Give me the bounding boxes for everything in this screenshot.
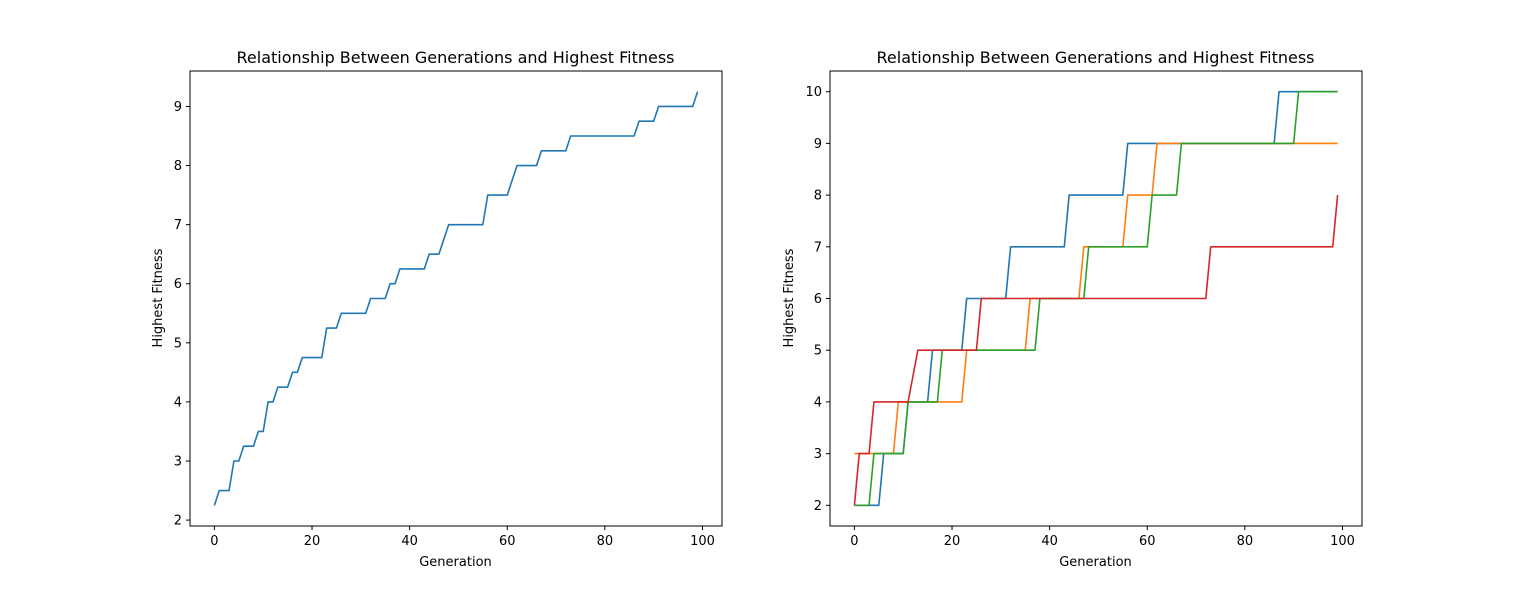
chart-left-ytick-label: 9 — [174, 100, 182, 115]
chart-right-ytick-label: 4 — [814, 395, 822, 410]
chart-right-xlabel: Generation — [1059, 555, 1132, 570]
chart-left-series-line-0 — [213, 91, 699, 506]
chart-right-xtick-label: 40 — [1041, 534, 1058, 549]
chart-right: Relationship Between Generations and Hig… — [782, 48, 1363, 570]
chart-right-xtick-label: 20 — [944, 534, 961, 549]
chart-left-xlabel: Generation — [419, 555, 492, 570]
chart-right-xtick-label: 0 — [850, 534, 858, 549]
chart-right-ytick-label: 9 — [814, 137, 822, 152]
chart-left-ytick-label: 8 — [174, 159, 182, 174]
chart-left-xtick-label: 60 — [499, 534, 516, 549]
chart-left-ytick-label: 4 — [174, 395, 182, 410]
chart-right-xtick-label: 100 — [1330, 534, 1355, 549]
chart-right-ytick-label: 2 — [814, 499, 822, 514]
chart-left-xtick-label: 0 — [210, 534, 218, 549]
chart-right-ytick-label: 5 — [814, 344, 822, 359]
chart-left-xtick-label: 40 — [401, 534, 418, 549]
chart-left-ytick-label: 5 — [174, 336, 182, 351]
chart-right-ytick-label: 10 — [805, 85, 822, 100]
chart-right-ytick-label: 7 — [814, 240, 822, 255]
chart-left-ytick-label: 2 — [174, 514, 182, 529]
chart-right-xtick-label: 80 — [1237, 534, 1254, 549]
chart-left-ytick-label: 3 — [174, 455, 182, 470]
chart-right-ytick-label: 3 — [814, 447, 822, 462]
chart-left-title: Relationship Between Generations and Hig… — [237, 48, 675, 67]
chart-left-xtick-label: 20 — [304, 534, 321, 549]
chart-right-series-line-3 — [853, 195, 1339, 506]
chart-left-axes-frame — [189, 70, 723, 527]
chart-right-ytick-label: 8 — [814, 189, 822, 204]
chart-right-ylabel: Highest Fitness — [782, 248, 797, 347]
chart-right-ytick-label: 6 — [814, 292, 822, 307]
chart-right-title: Relationship Between Generations and Hig… — [877, 48, 1315, 67]
chart-left-ytick-label: 7 — [174, 218, 182, 233]
chart-right-xtick-label: 60 — [1139, 534, 1156, 549]
chart-left-xtick-label: 80 — [597, 534, 614, 549]
chart-left-ytick-label: 6 — [174, 277, 182, 292]
chart-left-xtick-label: 100 — [690, 534, 715, 549]
chart-left-ylabel: Highest Fitness — [151, 248, 166, 347]
chart-left: Relationship Between Generations and Hig… — [151, 48, 723, 570]
